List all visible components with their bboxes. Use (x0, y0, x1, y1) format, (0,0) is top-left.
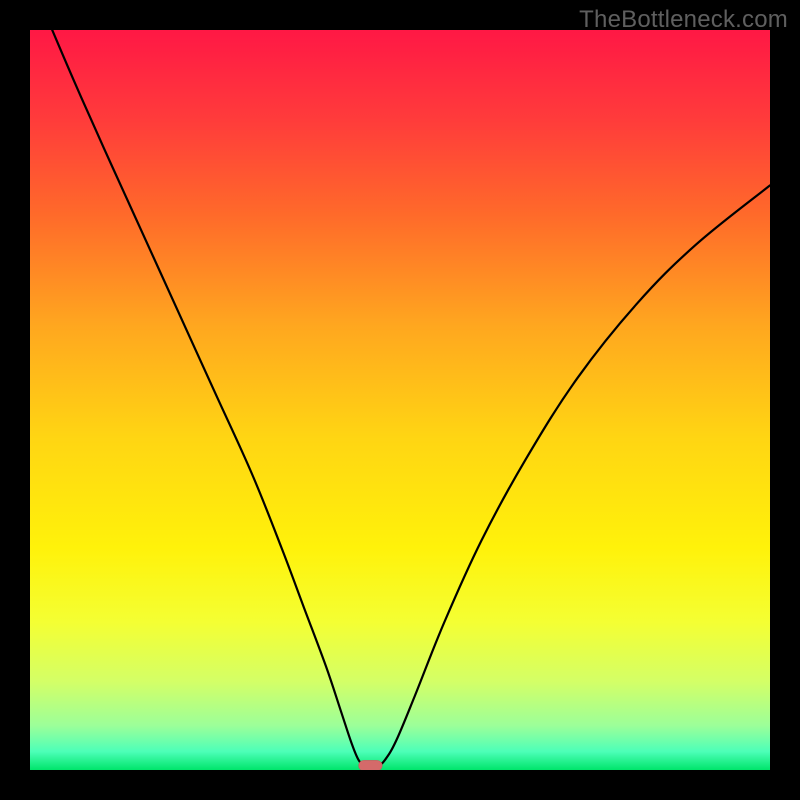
chart-canvas: TheBottleneck.com (0, 0, 800, 800)
bottleneck-curve-layer (30, 30, 770, 770)
watermark-text: TheBottleneck.com (579, 6, 788, 34)
minimum-marker (359, 760, 383, 770)
bottleneck-curve (52, 30, 770, 766)
